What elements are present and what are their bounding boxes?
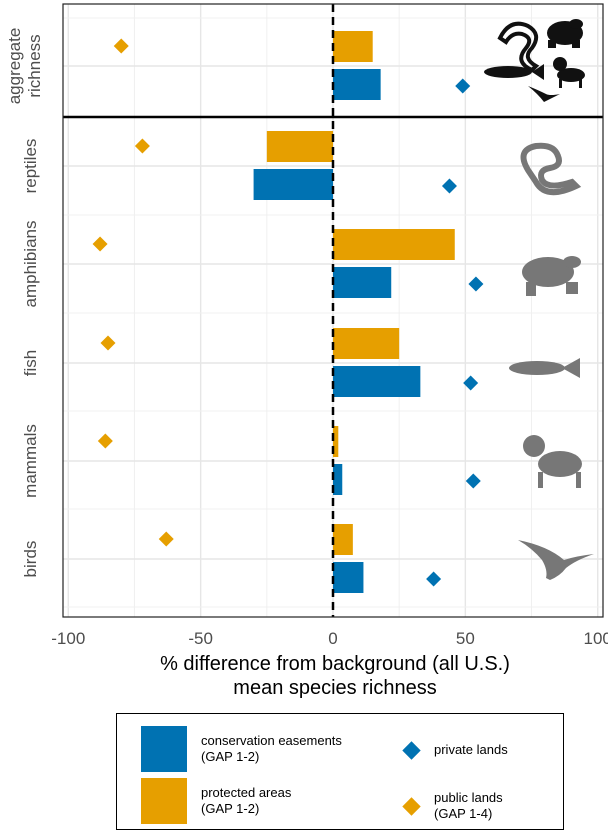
y-group-label: birds (21, 541, 40, 578)
point-public-lands-birds (158, 531, 174, 547)
panel-border (62, 3, 604, 618)
bar-protected-areas-fish (333, 328, 400, 359)
bar-conservation-easements-mammals (333, 464, 343, 495)
point-public-lands-fish (100, 335, 116, 351)
x-axis-title: % difference from background (all U.S.) … (62, 652, 608, 700)
legend-swatch-public-lands (402, 796, 421, 816)
point-public-lands-mammals (97, 433, 113, 449)
point-private-lands-mammals (465, 473, 481, 489)
x-tick-label: -100 (51, 629, 85, 648)
snake-icon (520, 142, 582, 195)
y-group-label: richness (25, 34, 44, 97)
bar-protected-areas-reptiles (266, 131, 333, 162)
x-tick-label: 50 (456, 629, 475, 648)
bar-protected-areas-aggregate-richness (333, 31, 373, 62)
lynx-icon (523, 435, 582, 488)
legend-label-public-lands: public lands (GAP 1-4) (434, 790, 503, 821)
legend-swatch-protected-areas (141, 778, 187, 824)
bar-conservation-easements-birds (333, 562, 364, 593)
bar-protected-areas-amphibians (333, 229, 455, 260)
point-private-lands-birds (426, 571, 442, 587)
y-group-label: fish (21, 350, 40, 376)
y-group-label: mammals (21, 424, 40, 498)
legend-item-private-lands: private lands (399, 740, 508, 760)
bar-conservation-easements-aggregate-richness (333, 69, 381, 100)
legend-label-private-lands: private lands (434, 742, 508, 757)
legend-item-public-lands: public lands (GAP 1-4) (399, 790, 503, 822)
bar-protected-areas-mammals (333, 426, 339, 457)
fish-icon (509, 358, 580, 378)
legend-label-protected-areas: protected areas (GAP 1-2) (201, 785, 292, 816)
legend-item-protected-areas: protected areas (GAP 1-2) (141, 778, 291, 824)
point-private-lands-fish (463, 375, 479, 391)
y-group-label: reptiles (21, 139, 40, 194)
snake-icon (497, 21, 540, 73)
legend-swatch-conservation-easements (141, 726, 187, 772)
fish-icon (484, 64, 544, 80)
bar-protected-areas-birds (333, 524, 353, 555)
point-private-lands-aggregate-richness (455, 78, 471, 94)
point-public-lands-reptiles (134, 138, 150, 154)
y-group-label: aggregate (5, 28, 24, 105)
legend: conservation easements (GAP 1-2) protect… (116, 713, 564, 830)
x-tick-label: 100 (584, 629, 608, 648)
bar-conservation-easements-amphibians (333, 267, 392, 298)
legend-item-conservation-easements: conservation easements (GAP 1-2) (141, 726, 342, 772)
legend-label-conservation-easements: conservation easements (GAP 1-2) (201, 733, 342, 764)
lynx-icon (553, 57, 585, 88)
frog-icon (547, 19, 583, 48)
point-public-lands-aggregate-richness (113, 38, 129, 54)
bird-icon (528, 86, 560, 102)
x-axis-title-line2: mean species richness (233, 677, 437, 699)
point-private-lands-amphibians (468, 276, 484, 292)
legend-swatch-private-lands (402, 740, 421, 760)
bird-icon (518, 540, 594, 580)
bar-conservation-easements-fish (333, 366, 421, 397)
x-tick-label: 0 (328, 629, 337, 648)
x-tick-label: -50 (188, 629, 213, 648)
bar-conservation-easements-reptiles (253, 169, 333, 200)
frog-icon (522, 256, 581, 296)
point-public-lands-amphibians (92, 236, 108, 252)
point-private-lands-reptiles (441, 178, 457, 194)
x-axis-title-line1: % difference from background (all U.S.) (160, 653, 510, 675)
y-group-label: amphibians (21, 221, 40, 308)
